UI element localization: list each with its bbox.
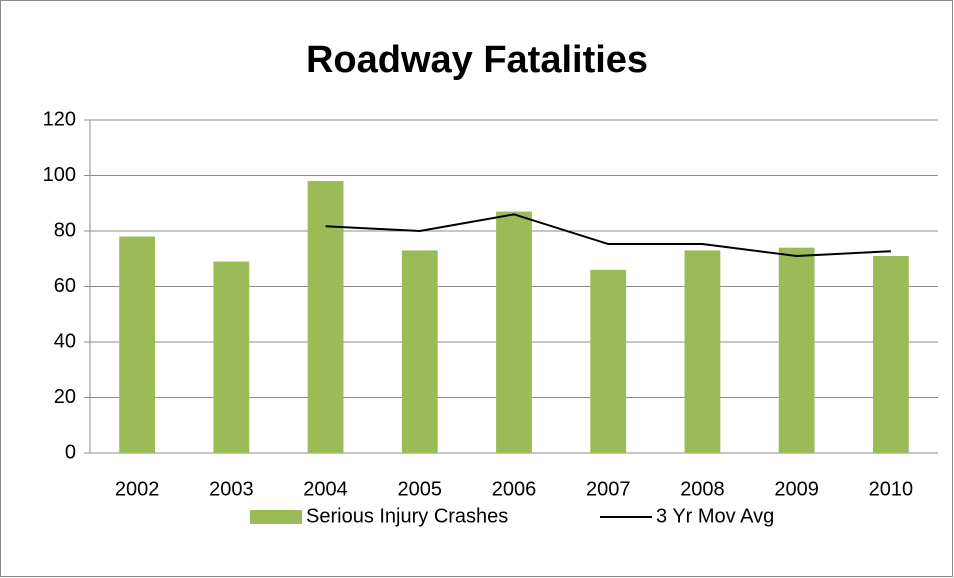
bar	[590, 269, 627, 453]
y-tick-label: 100	[43, 164, 76, 186]
x-tick-label: 2010	[869, 478, 914, 500]
bar	[496, 211, 532, 453]
bar	[872, 255, 909, 453]
x-tick-label: 2009	[774, 478, 819, 500]
x-tick-label: 2007	[586, 478, 631, 500]
y-tick-label: 0	[65, 441, 76, 463]
y-tick-label: 60	[54, 275, 76, 297]
bar	[684, 250, 721, 453]
x-tick-label: 2002	[115, 478, 160, 500]
x-tick-label: 2008	[680, 478, 725, 500]
bar	[213, 261, 250, 453]
x-tick-label: 2005	[398, 478, 443, 500]
bar	[119, 236, 156, 453]
line	[325, 213, 891, 257]
y-tick-label: 40	[54, 330, 76, 352]
legend-label: Serious Injury Crashes	[306, 505, 508, 527]
bar	[778, 247, 815, 453]
x-tick-label: 2003	[209, 478, 254, 500]
bar	[401, 250, 438, 453]
legend-swatch	[250, 510, 302, 524]
y-tick-label: 120	[43, 108, 76, 130]
x-tick-label: 2006	[492, 478, 537, 500]
y-tick-label: 80	[54, 219, 76, 241]
y-tick-label: 20	[54, 386, 76, 408]
x-tick-label: 2004	[303, 478, 348, 500]
legend-label: 3 Yr Mov Avg	[656, 505, 774, 527]
chart-title: Roadway Fatalities	[306, 39, 648, 81]
bar	[307, 181, 344, 454]
